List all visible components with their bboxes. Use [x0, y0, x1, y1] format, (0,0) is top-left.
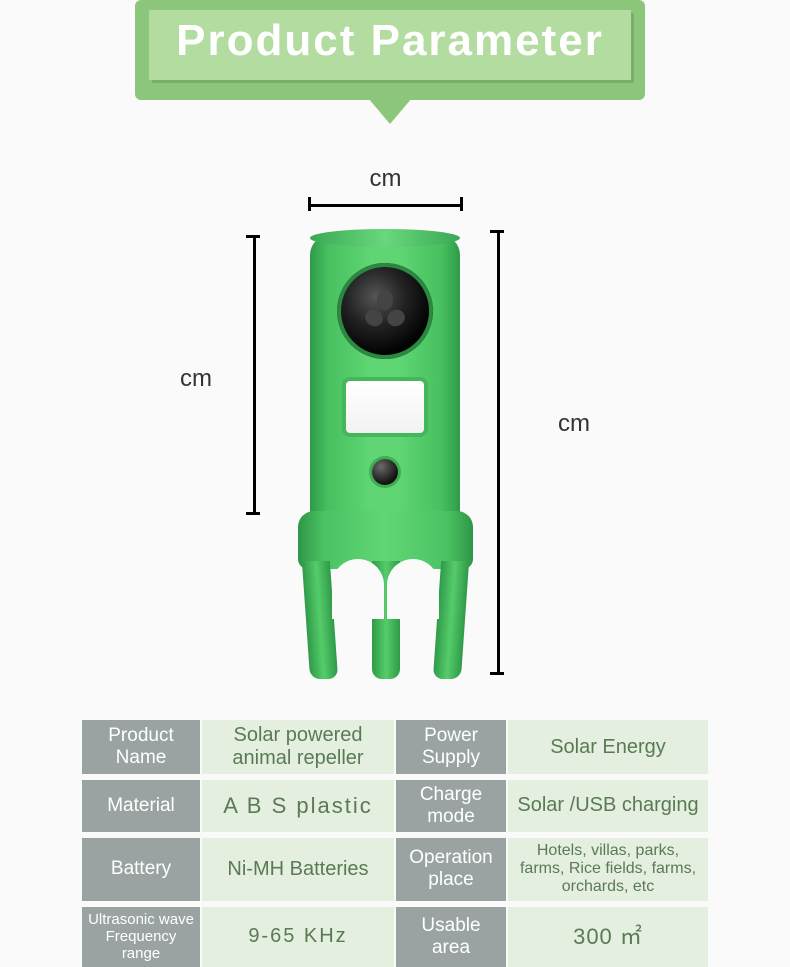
sensor-dot-icon — [372, 459, 398, 485]
dimension-width: cm — [308, 165, 463, 211]
dimension-width-line — [308, 197, 463, 211]
param-value: Solar /USB charging — [508, 780, 708, 832]
param-label: Charge mode — [396, 780, 506, 832]
param-value: Solar powered animal repeller — [202, 720, 394, 774]
param-label: Ultrasonic wave Frequency range — [82, 907, 200, 967]
param-value: 9-65 KHz — [202, 907, 394, 967]
dimension-width-label: cm — [308, 165, 463, 193]
param-value: A B S plastic — [202, 780, 394, 832]
pir-window — [342, 377, 428, 437]
table-row: Material A B S plastic Charge mode Solar… — [82, 780, 708, 832]
dimension-full-height-line — [490, 230, 504, 675]
dimension-body-height-line — [246, 235, 260, 515]
banner-inner: Product Parameter — [149, 10, 631, 80]
table-row: Product Name Solar powered animal repell… — [82, 720, 708, 774]
dimension-body-height-label: cm — [180, 365, 212, 393]
header-banner: Product Parameter — [135, 0, 645, 100]
device-illustration — [298, 235, 473, 680]
banner-title: Product Parameter — [169, 16, 611, 66]
param-value: Hotels, villas, parks, farms, Rice field… — [508, 838, 708, 901]
dimension-body-height: cm — [180, 235, 260, 515]
dimension-full-height-label: cm — [558, 410, 590, 438]
banner-arrow-icon — [368, 98, 412, 124]
param-label: Operation place — [396, 838, 506, 901]
parameters-table: Product Name Solar powered animal repell… — [82, 720, 708, 967]
param-label: Power Supply — [396, 720, 506, 774]
product-figure: cm cm cm — [180, 165, 610, 695]
param-value: Ni-MH Batteries — [202, 838, 394, 901]
param-label: Battery — [82, 838, 200, 901]
banner-outer: Product Parameter — [135, 0, 645, 100]
table-row: Battery Ni-MH Batteries Operation place … — [82, 838, 708, 901]
table-row: Ultrasonic wave Frequency range 9-65 KHz… — [82, 907, 708, 967]
param-value: 300 ㎡ — [508, 907, 708, 967]
param-label: Product Name — [82, 720, 200, 774]
param-label: Usable area — [396, 907, 506, 967]
param-label: Material — [82, 780, 200, 832]
speaker-icon — [337, 263, 433, 359]
param-value: Solar Energy — [508, 720, 708, 774]
device-body — [310, 235, 460, 525]
device-base — [298, 511, 473, 681]
dimension-full-height: cm — [490, 230, 550, 675]
